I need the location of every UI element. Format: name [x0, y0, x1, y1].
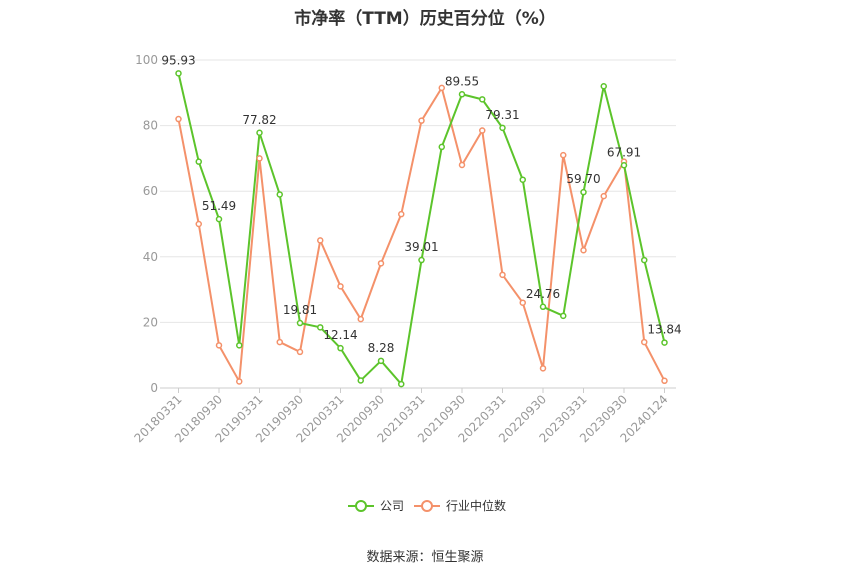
series-point [620, 162, 628, 169]
data-label: 79.31 [485, 108, 519, 122]
series-point [661, 377, 668, 385]
series-point [337, 344, 344, 352]
series-point [337, 283, 344, 290]
legend-marker-industry [414, 499, 440, 512]
grid-lines [160, 59, 676, 323]
y-tick-label: 40 [143, 250, 158, 264]
data-label: 77.82 [242, 113, 276, 127]
series-point [256, 129, 263, 137]
series-point [236, 342, 243, 349]
series-point [357, 377, 364, 384]
series-point [215, 342, 223, 349]
series-point [195, 220, 202, 228]
series-point [195, 158, 202, 165]
series-point [215, 215, 223, 223]
series-point [317, 237, 324, 244]
series-point [398, 380, 405, 388]
series-point [479, 96, 486, 103]
data-label: 12.14 [323, 328, 357, 342]
y-tick-label: 100 [135, 53, 158, 67]
series-point [479, 127, 486, 134]
series-point [377, 357, 385, 365]
legend-item-industry[interactable]: 行业中位数 [414, 497, 506, 514]
series-point [641, 338, 648, 346]
chart-title: 市净率（TTM）历史百分位（%） [294, 9, 556, 29]
x-axis-tick-labels: 2018033120180930201903312019093020200331… [132, 392, 671, 445]
series-point [418, 256, 425, 264]
series-point [438, 84, 445, 92]
series-point [276, 338, 283, 346]
series-point [600, 192, 607, 200]
legend-item-company[interactable]: 公司 [348, 497, 404, 514]
series-point [418, 117, 425, 124]
y-tick-label: 80 [143, 119, 158, 133]
series-point [539, 303, 547, 311]
series-point [438, 143, 445, 151]
legend-marker-company [348, 499, 374, 512]
series-point [317, 324, 324, 331]
series-point [600, 82, 607, 90]
series-point [276, 191, 283, 198]
data-label: 89.55 [445, 74, 479, 88]
series-point [560, 312, 567, 320]
series-point [357, 315, 364, 323]
series-point [661, 339, 668, 346]
series-point [175, 115, 182, 123]
series-point [641, 256, 648, 264]
series-points [175, 70, 668, 388]
data-label: 24.76 [526, 287, 560, 301]
y-axis-tick-labels: 0 20 40 60 80 100 [135, 53, 158, 395]
data-label: 51.49 [202, 199, 236, 213]
y-tick-label: 60 [143, 184, 158, 198]
series-point [519, 299, 526, 306]
data-label: 13.84 [647, 323, 681, 337]
series-point [539, 365, 547, 372]
series-point [499, 271, 506, 279]
series-point [458, 161, 466, 169]
series-point [398, 210, 405, 218]
data-label: 67.91 [607, 145, 641, 159]
series-point [499, 124, 506, 132]
series-point [256, 155, 263, 162]
data-label: 39.01 [404, 240, 438, 254]
data-label: 19.81 [283, 303, 317, 317]
data-label: 95.93 [161, 53, 195, 67]
data-label: 59.70 [566, 172, 600, 186]
series-point [296, 319, 304, 327]
series-line [177, 86, 666, 383]
y-tick-label: 20 [143, 315, 158, 329]
series-point [580, 246, 587, 254]
series-point [458, 91, 466, 98]
series-point [519, 176, 526, 183]
series-point [377, 260, 385, 267]
y-tick-label: 0 [150, 381, 158, 395]
series-point [580, 188, 587, 196]
series-point [175, 70, 182, 77]
x-axis [160, 387, 676, 393]
source-note: 数据来源：恒生聚源 [366, 550, 484, 565]
data-label: 8.28 [368, 341, 395, 355]
series-point [296, 348, 304, 356]
series-point [236, 378, 243, 385]
legend-label-industry: 行业中位数 [446, 499, 507, 513]
data-labels: 95.93 51.49 77.82 19.81 12.14 8.28 39.01 89.55 7… [161, 53, 681, 354]
series-point [560, 151, 567, 159]
legend-label-company: 公司 [380, 499, 405, 513]
